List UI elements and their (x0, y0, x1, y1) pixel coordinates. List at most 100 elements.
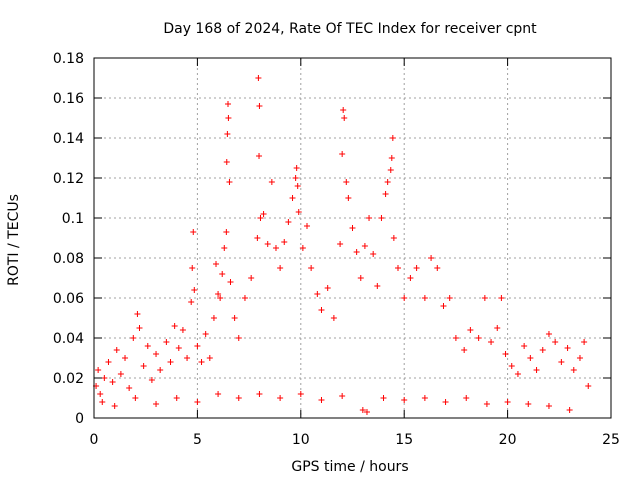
data-point (504, 399, 511, 405)
data-point (257, 215, 264, 221)
data-point (359, 407, 366, 413)
data-point (558, 359, 565, 365)
data-point (113, 347, 120, 353)
data-point (213, 261, 220, 267)
data-point (463, 395, 470, 401)
data-point (337, 241, 344, 247)
data-point (122, 355, 129, 361)
data-point (343, 179, 350, 185)
data-point (226, 179, 233, 185)
data-point (189, 265, 196, 271)
data-point (256, 153, 263, 159)
y-tick-label: 0.16 (53, 91, 84, 107)
data-point (475, 335, 482, 341)
data-point (357, 275, 364, 281)
data-point (285, 219, 292, 225)
data-point (390, 235, 397, 241)
data-point (299, 245, 306, 251)
data-point (304, 223, 311, 229)
data-point (215, 391, 222, 397)
data-point (339, 151, 346, 157)
data-point (260, 211, 267, 217)
data-point (289, 195, 296, 201)
data-point (225, 115, 232, 121)
data-point (157, 367, 164, 373)
data-point (428, 255, 435, 261)
x-tick-label: 5 (193, 432, 202, 448)
data-point (215, 291, 222, 297)
data-point (539, 347, 546, 353)
data-point (268, 179, 275, 185)
y-axis-label: ROTI / TECUs (6, 194, 22, 286)
data-point (494, 325, 501, 331)
data-point (361, 243, 368, 249)
chart-title: Day 168 of 2024, Rate Of TEC Index for r… (163, 21, 537, 37)
data-point (194, 399, 201, 405)
data-point (241, 295, 248, 301)
data-point (179, 327, 186, 333)
data-point (190, 229, 197, 235)
x-tick-label: 25 (602, 432, 620, 448)
data-point (277, 395, 284, 401)
data-point (153, 351, 160, 357)
data-point (136, 325, 143, 331)
data-point (388, 155, 395, 161)
data-point (117, 371, 124, 377)
x-tick-label: 0 (90, 432, 99, 448)
data-point (198, 359, 205, 365)
data-point (223, 229, 230, 235)
y-tick-label: 0.14 (53, 131, 84, 147)
data-point (345, 195, 352, 201)
data-point (105, 359, 112, 365)
data-point (277, 265, 284, 271)
y-tick-label: 0.02 (53, 371, 84, 387)
data-point (545, 403, 552, 409)
data-point (140, 363, 147, 369)
data-point (235, 335, 242, 341)
data-point (533, 367, 540, 373)
data-point (380, 395, 387, 401)
data-point (134, 311, 141, 317)
data-point (330, 315, 337, 321)
data-point (498, 295, 505, 301)
data-point (363, 409, 370, 415)
data-point (488, 339, 495, 345)
data-point (446, 295, 453, 301)
data-point (353, 249, 360, 255)
y-tick-label: 0 (75, 411, 84, 427)
data-point (95, 367, 102, 373)
data-point (384, 179, 391, 185)
x-axis-label: GPS time / hours (291, 459, 408, 475)
data-point (324, 285, 331, 291)
data-point (191, 287, 198, 293)
axis-ticks: 0 0.02 0.04 0.06 0.08 0.1 0.12 0.14 0.16 0.18 0 5 10… (53, 51, 620, 448)
data-point (292, 175, 299, 181)
data-point (294, 183, 301, 189)
data-point (339, 393, 346, 399)
data-point (111, 403, 118, 409)
data-point (167, 359, 174, 365)
data-point (194, 343, 201, 349)
data-point (502, 351, 509, 357)
data-point (585, 383, 592, 389)
data-point (255, 75, 262, 81)
data-point (217, 295, 224, 301)
data-point (202, 331, 209, 337)
data-point (272, 245, 279, 251)
data-point (97, 391, 104, 397)
data-point (434, 265, 441, 271)
data-point (210, 315, 217, 321)
x-tick-label: 20 (499, 432, 517, 448)
data-point (421, 395, 428, 401)
data-point (221, 245, 228, 251)
data-point (576, 355, 583, 361)
y-tick-label: 0.04 (53, 331, 84, 347)
y-tick-label: 0.18 (53, 51, 84, 67)
data-point (483, 401, 490, 407)
data-point (224, 131, 231, 137)
data-point (144, 343, 151, 349)
data-point (130, 335, 137, 341)
data-point (256, 391, 263, 397)
data-point (341, 115, 348, 121)
